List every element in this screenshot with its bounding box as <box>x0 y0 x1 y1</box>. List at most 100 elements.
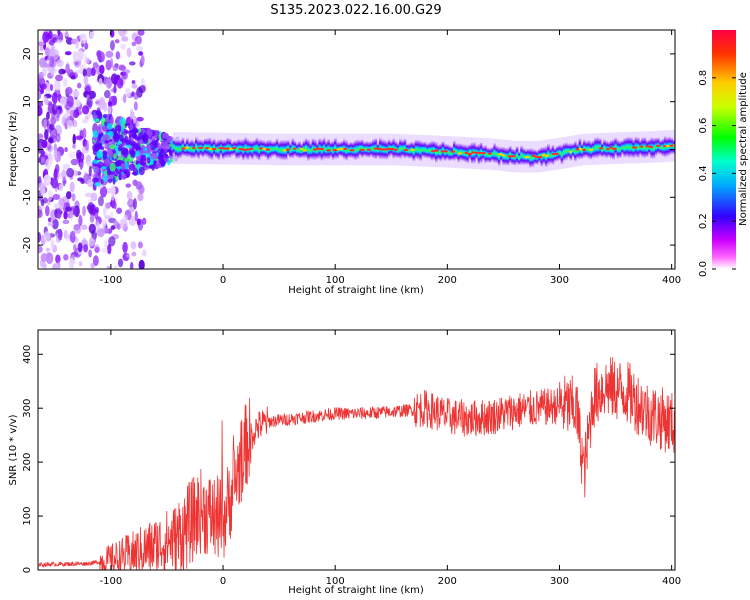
spectrogram-transition-blob <box>92 136 100 141</box>
spectrogram-peak <box>471 151 475 154</box>
snr-x-tick-label: 300 <box>550 576 569 587</box>
spectrogram-ridge-segment <box>493 142 497 164</box>
spectrogram-peak <box>376 147 382 150</box>
spectrogram-noise-blob <box>54 88 61 98</box>
spectrogram-noise-blob <box>105 59 112 71</box>
spectrogram-ridge-segment <box>255 137 259 160</box>
spectrogram-noise-blob <box>141 250 147 257</box>
spectrogram-noise-blob <box>125 183 132 188</box>
spectrogram-transition-blob <box>101 150 108 159</box>
spectrogram-ridge-segment <box>641 137 645 158</box>
spectrogram-ridge-segment <box>253 139 257 158</box>
spectrogram-noise-blob <box>44 47 50 57</box>
spectrogram-ridge-segment <box>275 138 279 159</box>
spectrogram-transition-blob <box>102 113 108 119</box>
spectrogram-peak <box>262 148 267 151</box>
spectrogram-transition-blob <box>161 140 165 150</box>
spectrogram-noise-blob <box>101 228 109 234</box>
spectrogram-ridge-segment <box>659 140 663 155</box>
spectrogram-noise-blob <box>57 30 61 36</box>
spectrogram-noise-blob <box>65 206 73 212</box>
spectrogram-noise-blob <box>86 96 93 108</box>
snr-y-tick-label: 0 <box>22 567 33 573</box>
spectrogram-noise-blob <box>83 75 89 85</box>
spectrogram-noise-blob <box>107 100 113 107</box>
spectrogram-ridge-segment <box>560 144 564 165</box>
spectrogram-x-tick-label: 100 <box>326 275 345 286</box>
spectrogram-ridge-segment <box>565 142 568 161</box>
spectrogram-noise-blob <box>131 80 136 85</box>
spectrogram-noise-blob <box>72 143 76 149</box>
spectrogram-ridge-segment <box>455 143 458 160</box>
spectrogram-noise-blob <box>62 78 68 87</box>
spectrogram-noise-blob <box>116 223 121 230</box>
spectrogram-peak <box>197 146 204 150</box>
spectrogram-noise-blob <box>70 158 79 166</box>
spectrogram-ridge-segment <box>277 141 281 160</box>
spectrogram-ridge-segment <box>596 136 600 159</box>
spectrogram-transition-blob <box>129 123 134 131</box>
spectrogram-noise-blob <box>138 51 144 56</box>
snr-frame <box>37 329 676 571</box>
spectrogram-transition-blob <box>101 166 107 170</box>
spectrogram-noise-blob <box>85 67 93 77</box>
spectrogram-noise-blob <box>75 149 82 160</box>
spectrogram-transition-blob <box>124 135 129 143</box>
snr-y-tick-label: 200 <box>22 453 33 472</box>
spectrogram-peak <box>386 147 392 151</box>
spectrogram-noise-blob <box>122 241 128 254</box>
spectrogram-ridge-segment <box>654 137 658 157</box>
spectrogram-noise-blob <box>53 203 61 209</box>
spectrogram-transition-blob <box>158 149 166 159</box>
spectrogram-noise-blob <box>88 223 96 234</box>
spectrogram-noise-blob <box>38 105 43 117</box>
spectrogram-ridge-segment <box>509 145 512 164</box>
spectrogram-ridge-segment <box>244 137 248 159</box>
snr-y-axis-label: SNR (10 * v/v) <box>8 414 19 485</box>
spectrogram-peak <box>282 149 287 152</box>
spectrogram-y-tick-label: 20 <box>22 48 33 61</box>
spectrogram-noise-blob <box>82 205 86 217</box>
figure-title: S135.2023.022.16.00.G29 <box>270 3 441 18</box>
spectrogram-peak <box>639 145 644 148</box>
spectrogram-noise-blob <box>43 231 51 243</box>
spectrogram-noise-blob <box>41 139 48 149</box>
spectrogram-ridge-segment <box>190 139 194 159</box>
spectrogram-ridge-segment <box>609 139 613 159</box>
spectrogram-ridge-segment <box>309 142 313 160</box>
spectrogram-noise-blob <box>84 139 89 151</box>
spectrogram-ridge-segment <box>520 145 523 166</box>
spectrogram-noise-blob <box>42 197 48 204</box>
spectrogram-noise-blob <box>99 56 105 62</box>
spectrogram-transition-blob <box>106 148 111 153</box>
spectrogram-noise-blob <box>72 133 76 145</box>
spectrogram-peak <box>467 152 473 156</box>
spectrogram-noise-blob <box>131 83 138 89</box>
spectrogram-noise-blob <box>130 241 137 250</box>
spectrogram-peak <box>612 147 617 150</box>
spectrogram-transition-blob <box>96 150 104 159</box>
spectrogram-noise-blob <box>78 214 83 227</box>
spectrogram-transition-blob <box>133 128 139 134</box>
spectrogram-ridge-segment <box>221 139 225 160</box>
spectrogram-noise-blob <box>119 43 127 50</box>
spectrogram-ridge-segment <box>623 137 627 158</box>
colorbar: 0.0 0.2 0.4 0.6 0.8 Normalized spectral ampl… <box>698 30 749 277</box>
snr-y-ticks: 0 100 200 300 400 <box>22 345 675 573</box>
spectrogram-peak <box>192 146 196 150</box>
spectrogram-noise-blob <box>121 71 128 80</box>
spectrogram-ridge-segment <box>529 147 532 168</box>
spectrogram-ridge-segment <box>585 141 589 158</box>
colorbar-tick-label: 0.4 <box>698 165 709 181</box>
spectrogram-transition-blob <box>160 158 165 167</box>
spectrogram-x-tick-label: 0 <box>220 275 226 286</box>
spectrogram-ridge-segment <box>360 139 364 159</box>
spectrogram-peak <box>511 155 516 158</box>
spectrogram-transition-blob <box>114 124 121 132</box>
spectrogram-ridge-segment <box>421 141 425 158</box>
spectrogram-noise-blob <box>85 57 90 64</box>
spectrogram-ridge-segment <box>188 140 192 158</box>
spectrogram-ridge-segment <box>372 139 375 159</box>
spectrogram-noise-blob <box>107 104 112 115</box>
spectrogram-noise-blob <box>135 121 140 128</box>
